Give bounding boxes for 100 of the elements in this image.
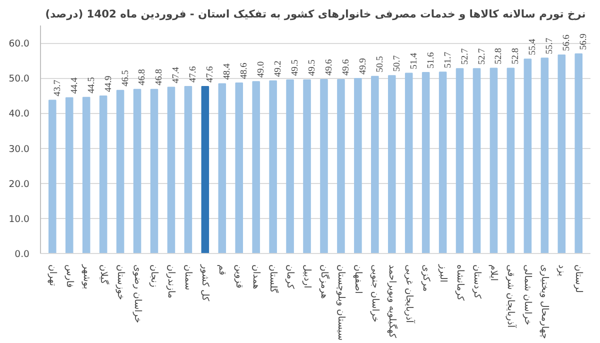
x-tick-label: مرکزی bbox=[420, 264, 432, 292]
x-tick-label: کردستان bbox=[471, 264, 482, 300]
x-tick-label: بوشهر bbox=[80, 264, 92, 290]
data-label: 46.8 bbox=[154, 68, 165, 86]
data-label: 51.6 bbox=[426, 52, 436, 69]
bar bbox=[184, 86, 192, 254]
data-label: 56.6 bbox=[562, 34, 572, 51]
bar bbox=[286, 79, 294, 254]
x-tick-label: قزوین bbox=[234, 264, 245, 288]
bar bbox=[48, 100, 56, 254]
x-tick-label: آذربایجان غربی bbox=[403, 264, 416, 324]
data-label: 49.2 bbox=[274, 60, 284, 77]
x-tick-label: خراسان رضوی bbox=[132, 264, 143, 324]
x-tick-label: چهارمحال وبختیاری bbox=[539, 264, 550, 340]
data-label: 49.0 bbox=[256, 60, 267, 78]
y-tick-label: 10.0 bbox=[8, 214, 30, 225]
bar bbox=[404, 72, 413, 254]
data-label: 50.7 bbox=[392, 55, 402, 72]
bar bbox=[65, 97, 74, 254]
y-tick-label: 60.0 bbox=[8, 38, 30, 50]
data-label: 55.7 bbox=[545, 37, 556, 54]
data-label: 51.7 bbox=[443, 51, 454, 68]
bar bbox=[371, 76, 379, 254]
x-tick-label: سمنان bbox=[182, 264, 194, 290]
x-tick-label: اردبیل bbox=[302, 264, 313, 288]
bar bbox=[167, 86, 176, 254]
bar bbox=[133, 88, 142, 254]
bar bbox=[252, 81, 260, 254]
y-tick-label: 40.0 bbox=[8, 108, 30, 120]
x-tick-label: لرستان bbox=[573, 264, 584, 293]
bar bbox=[506, 68, 515, 254]
x-tick-label: خراسان جنوبی bbox=[369, 264, 380, 322]
data-label: 49.6 bbox=[324, 58, 334, 76]
data-label: 52.8 bbox=[494, 48, 504, 64]
x-tick-label: کل کشور bbox=[200, 264, 211, 302]
data-label: 49.6 bbox=[341, 58, 352, 76]
x-tick-label: خراسان شمالی bbox=[522, 264, 534, 326]
data-label: 52.8 bbox=[511, 48, 522, 64]
data-label: 46.8 bbox=[138, 68, 148, 86]
data-label: 44.4 bbox=[70, 77, 80, 94]
bar bbox=[574, 53, 583, 254]
x-tick-label: تهران bbox=[46, 264, 58, 286]
data-label: 52.7 bbox=[477, 48, 488, 65]
bar bbox=[116, 90, 124, 254]
data-label: 48.6 bbox=[240, 62, 250, 80]
x-tick-label: زنجان bbox=[148, 264, 160, 288]
data-label: 47.6 bbox=[188, 66, 199, 83]
bar bbox=[422, 72, 430, 254]
data-label: 47.4 bbox=[172, 66, 182, 84]
data-label: 43.7 bbox=[52, 80, 63, 96]
x-tick-label: کرمان bbox=[284, 264, 296, 290]
data-label: 52.7 bbox=[460, 48, 470, 65]
bar bbox=[540, 58, 549, 254]
data-label: 51.4 bbox=[409, 52, 420, 70]
data-label: 46.5 bbox=[120, 70, 131, 86]
bar bbox=[269, 80, 277, 254]
data-label: 47.6 bbox=[206, 66, 216, 83]
y-tick-label: 0.0 bbox=[14, 249, 30, 260]
y-tick-label: 20.0 bbox=[8, 178, 30, 190]
x-tick-label: گلستان bbox=[268, 264, 280, 294]
x-tick-label: فارس bbox=[64, 264, 75, 288]
bar bbox=[99, 96, 108, 254]
bar bbox=[558, 54, 566, 254]
y-tick-label: 30.0 bbox=[8, 144, 30, 155]
x-tick-label: کرمانشاه bbox=[454, 264, 466, 302]
x-tick-label: مازندران bbox=[166, 264, 177, 298]
x-tick-label: قم bbox=[216, 264, 228, 276]
data-label: 56.9 bbox=[579, 33, 590, 50]
data-label: 55.4 bbox=[528, 38, 538, 56]
bar bbox=[82, 96, 90, 254]
x-tick-label: یزد bbox=[556, 264, 568, 277]
x-tick-label: هرمزگان bbox=[318, 264, 330, 299]
bar bbox=[490, 68, 498, 254]
x-tick-label: سیستان وبلوچستان bbox=[335, 264, 346, 341]
data-label: 50.5 bbox=[375, 56, 386, 72]
bar bbox=[438, 72, 447, 254]
data-label: 49.5 bbox=[308, 59, 318, 76]
x-tick-label: خوزستان bbox=[114, 264, 126, 300]
bar bbox=[354, 78, 362, 254]
x-tick-label: ایلام bbox=[488, 264, 500, 282]
x-tick-label: گیلان bbox=[98, 264, 110, 285]
x-tick-label: اصفهان bbox=[352, 264, 364, 294]
data-label: 49.5 bbox=[290, 59, 301, 76]
bar bbox=[388, 75, 396, 254]
data-label: 48.4 bbox=[222, 63, 233, 80]
x-tick-label: آذربایجان شرقی bbox=[505, 264, 518, 328]
bar bbox=[235, 82, 244, 254]
data-label: 44.5 bbox=[86, 76, 97, 94]
bar bbox=[472, 68, 481, 254]
data-label: 49.9 bbox=[358, 58, 368, 74]
x-tick-label: کهگیلویه وبویراحمد bbox=[386, 264, 398, 339]
bar bbox=[524, 58, 532, 254]
x-tick-label: البرز bbox=[437, 264, 448, 282]
chart-title: نرخ تورم سالانه کالاها و خدمات مصرفی خانوارهای کشور به تفکیک استان - فروردین ماه 1402 (درصد) bbox=[45, 8, 586, 20]
data-label: 44.9 bbox=[104, 75, 114, 92]
x-tick-label: همدان bbox=[250, 264, 262, 290]
bar bbox=[150, 88, 158, 254]
bar bbox=[320, 79, 328, 254]
bar bbox=[303, 79, 311, 254]
bar bbox=[456, 68, 464, 254]
